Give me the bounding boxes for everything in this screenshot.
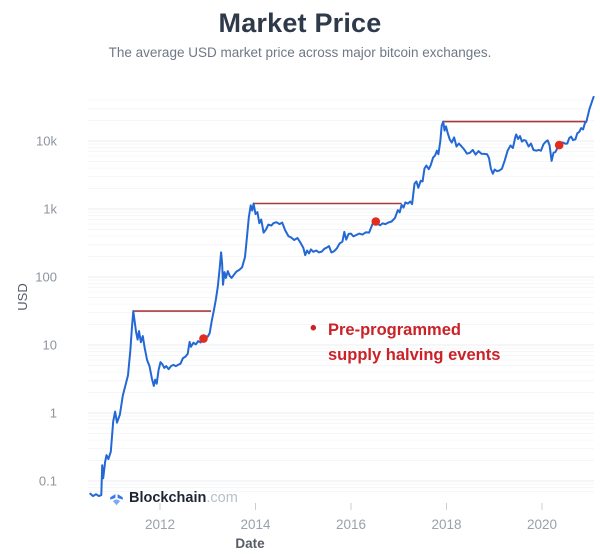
y-tick-label-10: 10 [43,338,57,353]
y-tick-label-1k: 1k [43,202,57,217]
x-axis-title: Date [235,536,265,551]
y-tick-label-0.1: 0.1 [39,474,57,489]
x-tick-label-2014: 2014 [240,517,271,532]
y-tick-label-1: 1 [50,406,57,421]
chart-subtitle: The average USD market price across majo… [108,45,492,60]
halving-annotation: • Pre-programmed supply halving events [308,318,500,368]
halving-annotation-bullet: • [310,318,317,339]
halving-event-dot-2 [371,217,381,226]
price-line [89,95,595,498]
x-tick-label-2016: 2016 [336,517,366,532]
y-tick-label-100: 100 [35,270,57,285]
page-title: Market Price [218,8,382,38]
x-tick-label-2018: 2018 [431,517,461,532]
halving-annotation-line1: Pre-programmed [328,321,461,339]
watermark-brand-text: Blockchain [129,490,207,506]
blockchain-watermark-link[interactable]: Blockchain .com [109,490,238,506]
halving-annotation-line2: supply halving events [328,346,501,364]
y-axis-title: USD [15,283,30,311]
blockchain-logo-icon [109,491,124,506]
halving-event-dot-1 [199,334,208,343]
x-tick-label-2020: 2020 [527,517,557,532]
x-tick-label-2012: 2012 [145,517,175,532]
y-tick-label-10k: 10k [36,134,57,149]
halving-event-dot-3 [554,140,564,150]
watermark-suffix-text: .com [206,490,238,506]
